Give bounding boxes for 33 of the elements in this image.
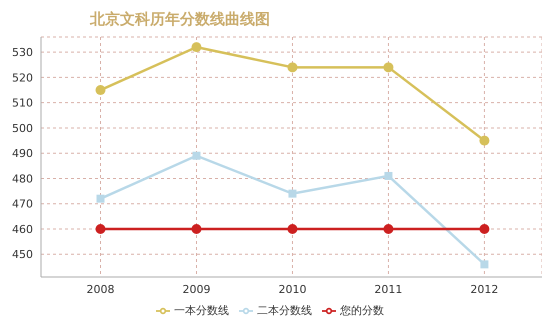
legend-label: 二本分数线 (257, 304, 312, 317)
point (191, 224, 202, 234)
point (384, 172, 392, 180)
point (96, 85, 106, 96)
point (287, 224, 298, 234)
legend-label: 一本分数线 (174, 304, 229, 317)
x-tick-label: 2012 (470, 282, 498, 296)
point (479, 224, 490, 234)
y-tick-label: 520 (12, 71, 33, 84)
point (383, 62, 394, 72)
chart-title: 北京文科历年分数线曲线图 (90, 10, 270, 29)
x-tick-label: 2009 (182, 282, 210, 296)
point (383, 224, 394, 234)
y-tick-label: 470 (12, 198, 33, 211)
point (96, 194, 105, 203)
x-tick-label: 2010 (278, 282, 306, 296)
point (96, 224, 106, 234)
point (287, 62, 298, 72)
x-tick-label: 2008 (86, 282, 115, 296)
y-tick-label: 490 (12, 147, 33, 160)
y-tick-label: 450 (12, 248, 33, 262)
y-tick-label: 510 (12, 96, 33, 110)
legend-label: 您的分数 (340, 304, 384, 317)
y-tick-label: 500 (12, 122, 33, 135)
point (192, 152, 200, 160)
point (479, 136, 490, 146)
point (288, 190, 296, 198)
y-tick-label: 460 (12, 222, 33, 236)
point (480, 260, 488, 268)
x-tick-label: 2011 (374, 282, 402, 296)
point (191, 42, 202, 52)
y-tick-label: 480 (12, 172, 33, 186)
y-tick-label: 530 (12, 46, 33, 60)
